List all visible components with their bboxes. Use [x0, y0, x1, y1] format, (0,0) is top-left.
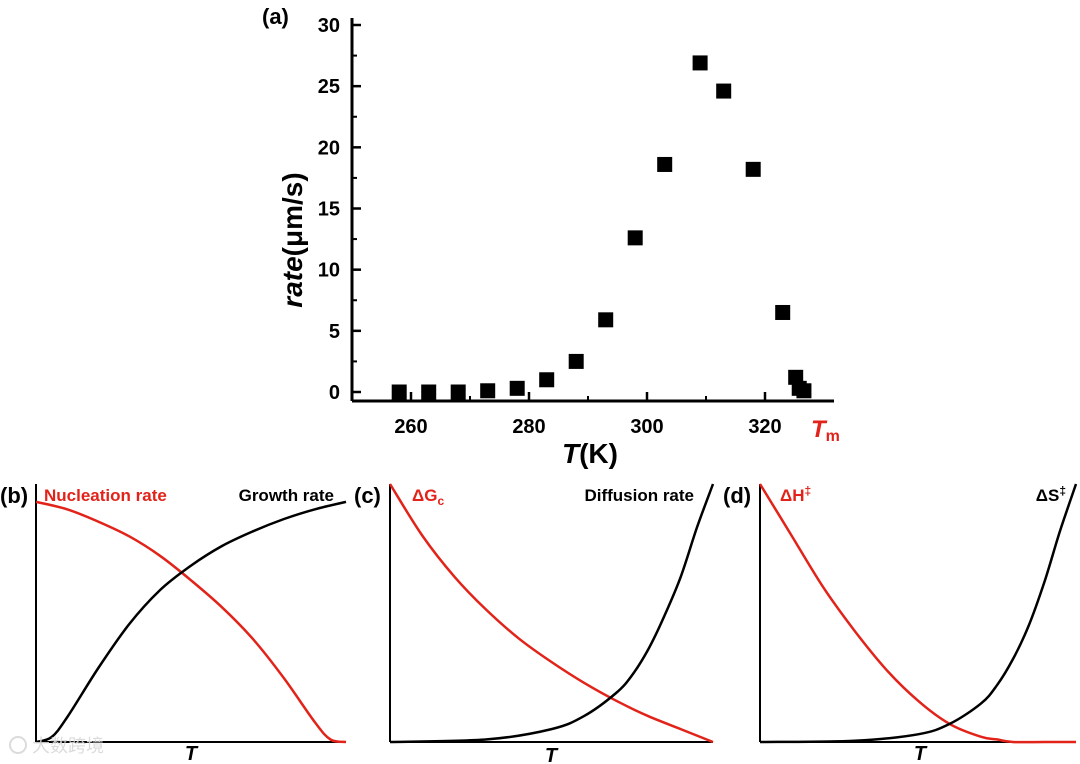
panel-a-y-tick-label: 5 [329, 321, 340, 343]
panel-b-label: (b) [0, 483, 28, 508]
panel-a-x-label-symbol: T [562, 438, 582, 469]
watermark-logo-icon [9, 736, 27, 754]
panel-b-nucleation-label: Nucleation rate [44, 486, 167, 505]
panel-c-diffusion-label: Diffusion rate [584, 486, 694, 505]
watermark-text: 大数跨境 [32, 736, 104, 756]
panel-a-x-label: T(K) [562, 438, 618, 469]
panel-a-data-point [509, 380, 525, 396]
panel-a-data-point [716, 83, 732, 99]
panel-a-points [391, 55, 812, 400]
panel-b: (b) Nucleation rate Growth rate T [0, 483, 347, 764]
panel-a-x-ticks: 260 280 300 320 [394, 392, 782, 438]
panel-d-deltaS-curve [759, 483, 1078, 744]
panel-a-data-point [627, 230, 643, 246]
panel-a-x-label-unit: (K) [579, 438, 618, 469]
panel-a-tm-label: Tm [811, 416, 840, 445]
panel-d-deltaH-symbol: ΔH [780, 486, 805, 505]
panel-a-data-point [796, 383, 812, 399]
panel-a-y-tick-label: 25 [318, 76, 340, 98]
panel-a-x-tick-label: 300 [630, 416, 663, 438]
panel-a-data-point [450, 384, 466, 400]
panel-d-label: (d) [723, 483, 751, 508]
panel-d: (d) ΔH‡ ΔS‡ T [723, 483, 1078, 764]
panel-a-data-point [391, 384, 407, 400]
panel-a-tm-sub: m [826, 428, 840, 445]
panel-d-deltaS-symbol: ΔS [1036, 486, 1060, 505]
panel-a-data-point [657, 156, 673, 172]
panel-a-y-tick-label: 30 [318, 15, 340, 37]
panel-a-data-point [568, 353, 584, 369]
panel-b-x-label: T [185, 743, 199, 764]
panel-a-x-tick-label: 320 [748, 416, 781, 438]
panel-a-y-tick-label: 20 [318, 137, 340, 159]
watermark: 大数跨境 [9, 736, 104, 756]
panel-a-data-point [598, 312, 614, 328]
panel-c-deltaG-sub: c [437, 494, 444, 508]
panel-a-tm-symbol: T [811, 416, 828, 443]
panel-b-nucleation-curve [35, 500, 347, 744]
panel-d-deltaS-sup: ‡ [1059, 484, 1066, 498]
panel-b-growth-curve [35, 500, 347, 744]
panel-c-deltaG-label: ΔGc [412, 486, 444, 508]
panel-a-y-tick-label: 0 [329, 382, 340, 404]
panel-a-data-point [775, 304, 791, 320]
panel-d-deltaH-label: ΔH‡ [780, 484, 811, 505]
panel-a-y-label: rate(μm/s) [277, 172, 308, 307]
panel-c-deltaG-curve [388, 483, 714, 744]
panel-a-y-ticks: 0 5 10 15 20 25 30 [318, 15, 361, 404]
panel-d-deltaH-sup: ‡ [805, 484, 812, 498]
panel-d-deltaS-label: ΔS‡ [1036, 484, 1066, 505]
panel-a-x-tick-label: 260 [394, 416, 427, 438]
panel-b-growth-label: Growth rate [239, 486, 334, 505]
panel-c-x-label: T [545, 745, 559, 764]
panel-a-y-tick-label: 15 [318, 199, 340, 221]
panel-a-y-tick-label: 10 [318, 260, 340, 282]
panel-d-deltaH-curve [758, 483, 1076, 744]
panel-c: (c) ΔGc Diffusion rate T [354, 483, 715, 764]
panel-a-data-point [745, 161, 761, 177]
panel-a-y-label-symbol: rate [277, 256, 308, 307]
panel-a-data-point [539, 372, 555, 388]
panel-a: (a) 0 5 10 15 20 25 30 260 280 300 320 rate(μm/s)… [262, 4, 840, 469]
panel-a-data-point [480, 383, 496, 399]
panel-a-data-point [421, 384, 437, 400]
panel-a-x-tick-label: 280 [512, 416, 545, 438]
panel-a-data-point [692, 55, 708, 71]
panel-c-label: (c) [354, 483, 381, 508]
panel-c-diffusion-curve [389, 483, 715, 744]
panel-a-label: (a) [262, 4, 289, 29]
panel-d-x-label: T [914, 743, 928, 764]
panel-c-deltaG-symbol: ΔG [412, 486, 437, 505]
panel-a-y-label-unit: (μm/s) [277, 172, 308, 256]
